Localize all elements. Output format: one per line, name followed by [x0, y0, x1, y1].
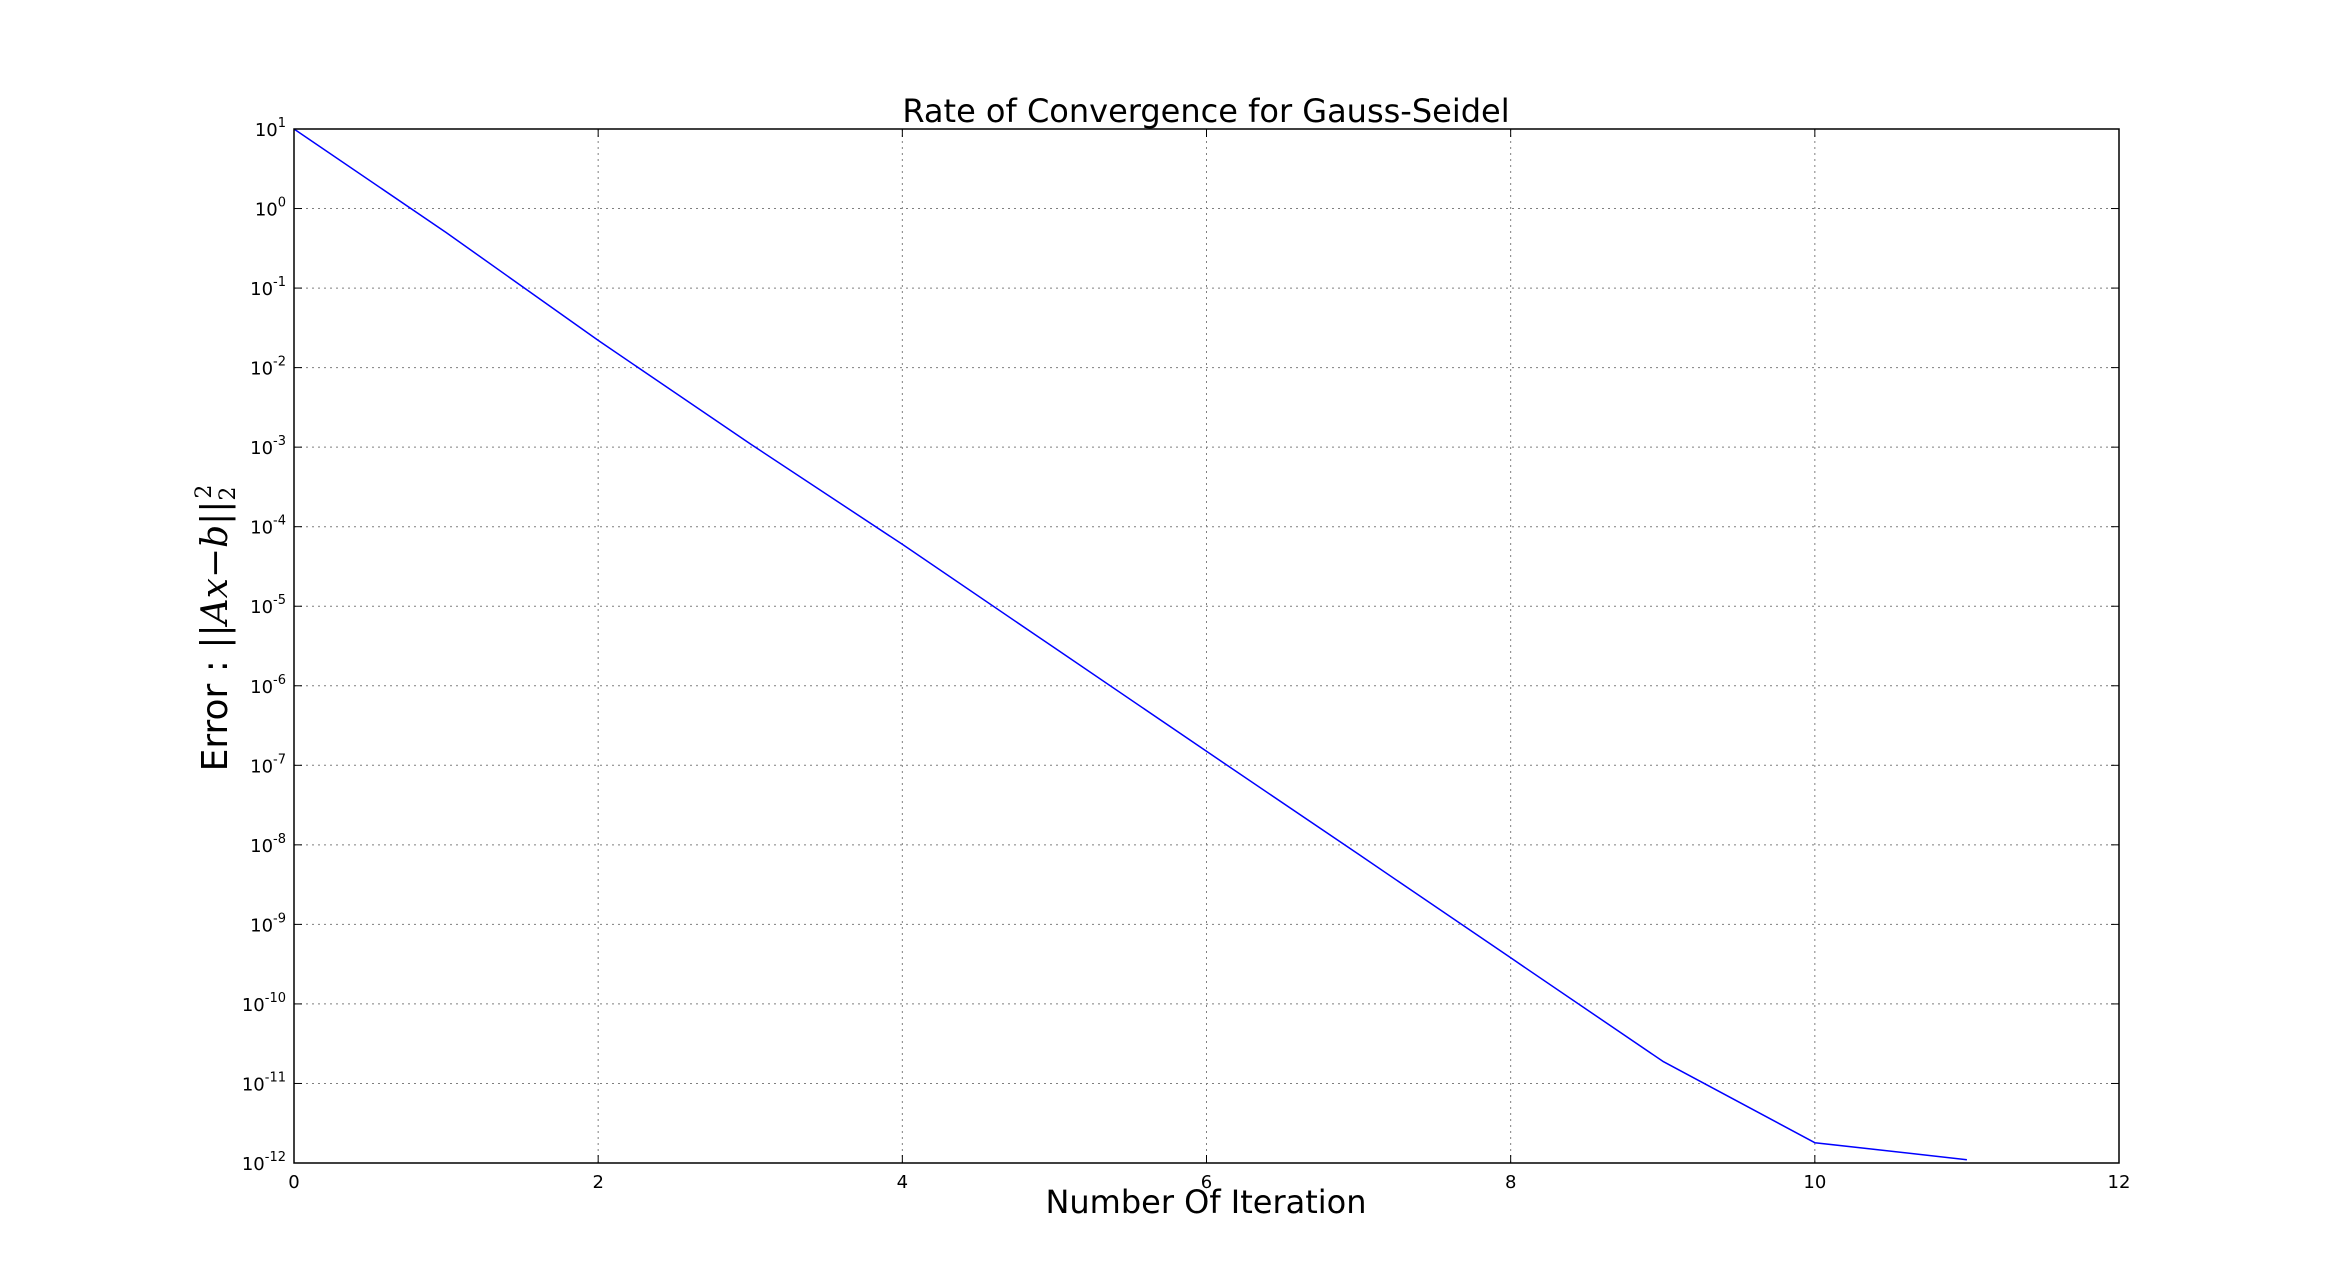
y-axis-label-prefix: Error : [195, 649, 236, 772]
x-tick-label: 0 [288, 1172, 299, 1193]
y-tick-label: 10-5 [250, 593, 286, 618]
x-axis-label: Number Of Iteration [1045, 1183, 1366, 1221]
series-line [293, 128, 1967, 1161]
y-axis-label: Error : ||Ax−b||22 [192, 485, 241, 772]
y-axis-label-norm-close: || [195, 501, 236, 525]
y-tick-label: 10-11 [242, 1070, 286, 1095]
y-tick-label: 10-3 [250, 434, 286, 459]
y-tick-label: 10-12 [242, 1150, 286, 1175]
y-axis-label-ax: Ax [195, 578, 236, 627]
y-tick-label: 10-10 [242, 991, 286, 1016]
y-tick-label: 101 [255, 116, 286, 141]
y-tick-labels: 101 100 10-1 10-2 10-3 10-4 10-5 10-6 10-7 10-8 10… [242, 116, 286, 1175]
x-tick-label: 10 [1803, 1172, 1826, 1193]
y-axis-label-b: b [195, 525, 236, 548]
y-axis-label-norm-open: || [195, 624, 236, 648]
y-axis-label-minus: − [195, 548, 236, 578]
y-tick-label: 10-2 [250, 355, 286, 380]
y-tick-label: 10-9 [250, 911, 286, 936]
y-tick-label: 10-1 [250, 275, 286, 300]
axis-ticks [293, 128, 2120, 1164]
grid-lines [294, 129, 2119, 1163]
y-tick-label: 10-8 [250, 832, 286, 857]
x-tick-label: 8 [1505, 1172, 1516, 1193]
x-tick-label: 6 [1201, 1172, 1212, 1193]
y-tick-label: 10-7 [250, 752, 286, 777]
y-axis-label-subscript: 2 [216, 487, 241, 501]
data-series [293, 128, 1967, 1161]
x-tick-label: 12 [2108, 1172, 2131, 1193]
x-tick-label: 2 [592, 1172, 603, 1193]
y-tick-label: 10-4 [250, 514, 286, 539]
chart-title: Rate of Convergence for Gauss-Seidel [902, 92, 1509, 130]
x-tick-label: 4 [897, 1172, 908, 1193]
y-tick-label: 10-6 [250, 673, 286, 698]
x-tick-labels: 0 2 4 6 8 10 12 [288, 1172, 2130, 1193]
y-axis-label-superscript: 2 [192, 485, 217, 499]
y-tick-label: 100 [255, 196, 286, 221]
